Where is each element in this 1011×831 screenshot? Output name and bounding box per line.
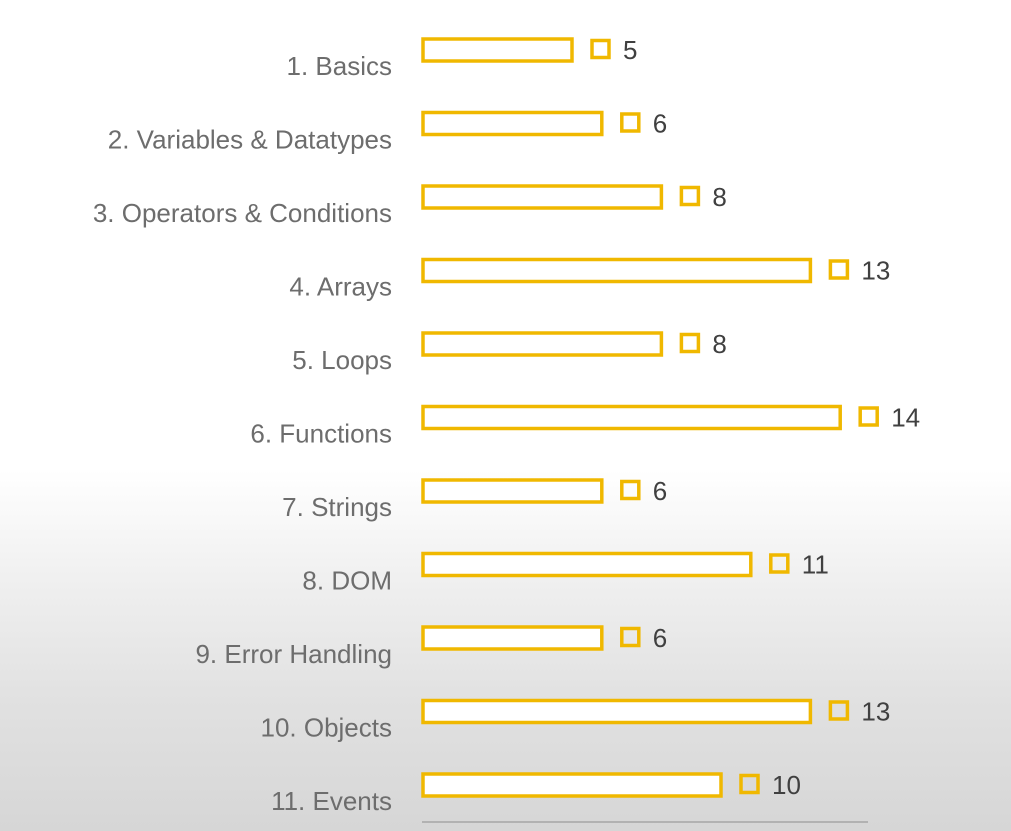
bar (421, 37, 574, 63)
value-label: 10 (772, 770, 801, 800)
value-label: 13 (861, 256, 890, 286)
category-labels: 1. Basics 2. Variables & Datatypes 3. Oper… (93, 51, 392, 816)
bar (421, 772, 723, 798)
category-label: 11. Events (271, 786, 392, 816)
value-label: 5 (623, 35, 637, 65)
value-label: 11 (802, 550, 829, 580)
category-label: 4. Arrays (289, 272, 392, 302)
value-label: 6 (653, 109, 667, 139)
category-label: 8. DOM (302, 566, 392, 596)
bar (421, 698, 813, 725)
value-marker (620, 626, 641, 648)
category-label: 5. Loops (292, 345, 392, 375)
value-marker (679, 332, 701, 354)
value-label: 8 (712, 182, 726, 212)
value-marker (739, 773, 760, 795)
bar (421, 331, 664, 357)
category-label: 3. Operators & Conditions (93, 198, 392, 228)
category-label: 1. Basics (287, 51, 393, 81)
value-label: 13 (861, 697, 890, 727)
value-markers (590, 38, 879, 795)
bar (421, 478, 604, 504)
value-label: 6 (653, 476, 667, 506)
category-label: 7. Strings (282, 492, 392, 522)
bar (421, 110, 604, 137)
bar (421, 184, 664, 210)
category-label: 6. Functions (250, 419, 392, 449)
bars (421, 37, 842, 798)
bar (421, 257, 813, 284)
value-marker (590, 38, 611, 60)
value-marker (828, 700, 850, 721)
value-marker (679, 185, 701, 207)
value-marker (620, 112, 641, 133)
value-marker (858, 406, 879, 427)
bar (421, 404, 842, 431)
value-marker (620, 479, 641, 501)
category-label: 2. Variables & Datatypes (108, 125, 392, 155)
category-label: 10. Objects (260, 713, 392, 743)
category-label: 9. Error Handling (195, 639, 392, 669)
bar (421, 625, 604, 651)
value-label: 8 (712, 329, 726, 359)
value-marker (828, 259, 850, 280)
bar (421, 551, 753, 578)
value-label: 14 (891, 403, 920, 433)
value-label: 6 (653, 623, 667, 653)
value-labels: 5 6 8 13 8 14 6 11 6 13 10 (623, 35, 920, 800)
value-marker (769, 553, 790, 574)
